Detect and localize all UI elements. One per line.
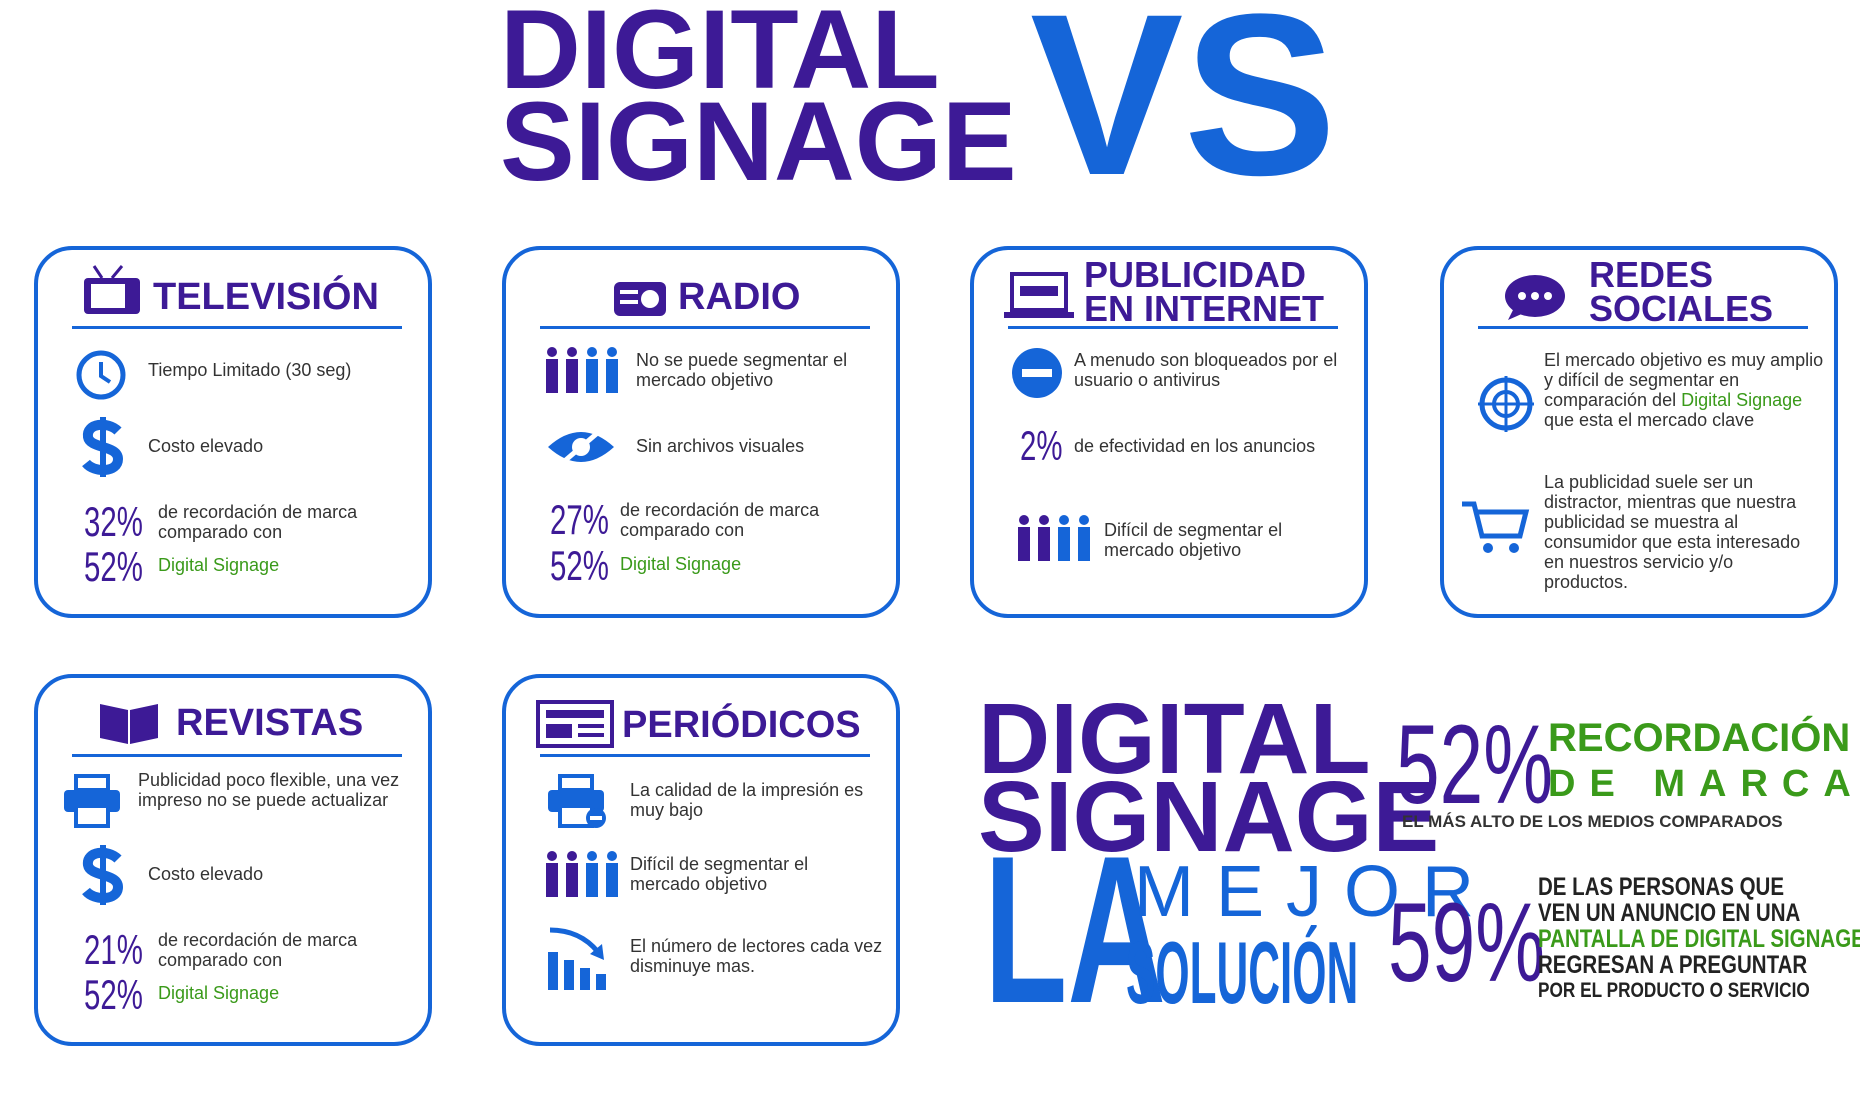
- stat-value: 32%: [84, 498, 143, 545]
- card: REDES SOCIALES El mercado objetivo es mu…: [1440, 246, 1838, 618]
- stat-line: REGRESAN A PREGUNTAR: [1538, 951, 1808, 979]
- card-title-text: REDES SOCIALES: [1589, 254, 1774, 329]
- card-title: REVISTAS: [176, 702, 364, 744]
- conclusion-la: LA: [984, 812, 1166, 1047]
- stat-value: 27%: [550, 496, 609, 543]
- stat-line: PANTALLA DE DIGITAL SIGNAGE: [1538, 925, 1860, 953]
- item-text: Tiempo Limitado (30 seg): [148, 360, 352, 380]
- item-text: El número de lectores cada vez disminuye…: [630, 936, 883, 976]
- stat-value: 2%: [1020, 422, 1063, 469]
- card: RADIO No se puede segmentar el mercado o…: [502, 246, 900, 618]
- item-text-part: que esta el mercado clave: [1544, 410, 1755, 430]
- stat-title: DE MARCA: [1548, 763, 1860, 805]
- stat-value: 59%: [1388, 880, 1545, 1005]
- card-title: TELEVISIÓN: [153, 276, 379, 318]
- stat-value: 52%: [84, 971, 143, 1018]
- divider: [1478, 326, 1808, 329]
- stat-line: DE LAS PERSONAS QUE: [1538, 873, 1785, 901]
- header-title: SIGNAGE: [500, 79, 1017, 204]
- item-text: Difícil de segmentar el mercado objetivo: [1104, 520, 1283, 560]
- conclusion-title: DIGITAL: [978, 683, 1371, 795]
- newspaper-icon: [536, 700, 614, 748]
- cart-icon: [1462, 501, 1530, 553]
- chat-icon: [1505, 275, 1565, 320]
- stat-text-block: DE LAS PERSONAS QUE VEN UN ANUNCIO EN UN…: [1538, 874, 1860, 1004]
- people-icon: [546, 851, 618, 897]
- conclusion-title: SIGNAGE: [978, 761, 1440, 873]
- eye-icon: [548, 422, 614, 472]
- printer-icon: [548, 774, 606, 828]
- card: PERIÓDICOS La calidad de la impresión es…: [502, 674, 900, 1046]
- stat-value: 52%: [1396, 702, 1553, 827]
- card-title-text: PUBLICIDAD EN INTERNET: [1084, 254, 1325, 329]
- card-title: REDES SOCIALES: [1589, 254, 1809, 329]
- radio-icon: [614, 282, 666, 316]
- conclusion-solucion: SOLUCIÓN: [1126, 923, 1359, 1022]
- vs-text: VS: [1030, 0, 1337, 223]
- target-icon: [1478, 376, 1534, 432]
- conclusion-mejor: MEJOR: [1134, 852, 1496, 932]
- people-icon: [1018, 515, 1090, 561]
- divider: [72, 326, 402, 329]
- item-text: Costo elevado: [148, 436, 264, 456]
- item-text: Sin archivos visuales: [636, 436, 805, 456]
- card: TELEVISIÓN Tiempo Limitado (30 seg) Cost…: [34, 246, 432, 618]
- item-text: La calidad de la impresión es muy bajo: [630, 780, 864, 820]
- laptop-icon: [1004, 272, 1074, 318]
- item-text: Difícil de segmentar el mercado objetivo: [630, 854, 809, 894]
- stat-note: EL MÁS ALTO DE LOS MEDIOS COMPARADOS: [1402, 812, 1783, 831]
- stat-value: 21%: [84, 926, 143, 973]
- item-text-highlight: Digital Signage: [1681, 390, 1803, 410]
- divider: [540, 326, 870, 329]
- dollar-icon: [82, 417, 124, 477]
- printer-icon: [64, 774, 120, 828]
- dollar-icon: [82, 845, 124, 905]
- stat-text: Digital Signage: [158, 555, 280, 575]
- people-icon: [546, 347, 618, 393]
- tv-icon: [84, 265, 140, 314]
- divider: [72, 754, 402, 757]
- stat-text: Digital Signage: [158, 983, 280, 1003]
- stat-text: de recordación de marca comparado con: [620, 500, 820, 540]
- clock-icon: [76, 350, 126, 400]
- item-text: A menudo son bloqueados por el usuario o…: [1074, 350, 1338, 390]
- stat-title: RECORDACIÓN: [1548, 716, 1851, 760]
- item-text: La publicidad suele ser un distractor, m…: [1544, 472, 1801, 592]
- card-title: RADIO: [678, 276, 801, 318]
- stat-value: 52%: [550, 542, 609, 589]
- item-text-part: El mercado objetivo es muy amplio y difí…: [1544, 350, 1824, 410]
- stat-value: 52%: [84, 543, 143, 590]
- stat-text: de recordación de marca comparado con: [158, 930, 358, 970]
- stat-line: VEN UN ANUNCIO EN UNA: [1538, 899, 1801, 927]
- card: REVISTAS Publicidad poco flexible, una v…: [34, 674, 432, 1046]
- card-title: PUBLICIDAD EN INTERNET: [1084, 254, 1354, 329]
- item-text: El mercado objetivo es muy amplio y difí…: [1544, 350, 1836, 430]
- stat-text: de recordación de marca comparado con: [158, 502, 358, 542]
- card-title: PERIÓDICOS: [622, 704, 861, 746]
- stat-text: de efectividad en los anuncios: [1074, 436, 1316, 456]
- item-text: No se puede segmentar el mercado objetiv…: [636, 350, 848, 390]
- stat-text: Digital Signage: [620, 554, 742, 574]
- divider: [1008, 326, 1338, 329]
- stat-line: POR EL PRODUCTO O SERVICIO: [1538, 979, 1810, 1002]
- header-title: DIGITAL: [500, 0, 940, 112]
- book-icon: [100, 704, 158, 744]
- decline-icon: [548, 927, 606, 990]
- card: PUBLICIDAD EN INTERNET A menudo son bloq…: [970, 246, 1368, 618]
- block-icon: [1012, 348, 1062, 398]
- item-text: Publicidad poco flexible, una vez impres…: [138, 770, 400, 810]
- item-text: Costo elevado: [148, 864, 264, 884]
- divider: [540, 754, 870, 757]
